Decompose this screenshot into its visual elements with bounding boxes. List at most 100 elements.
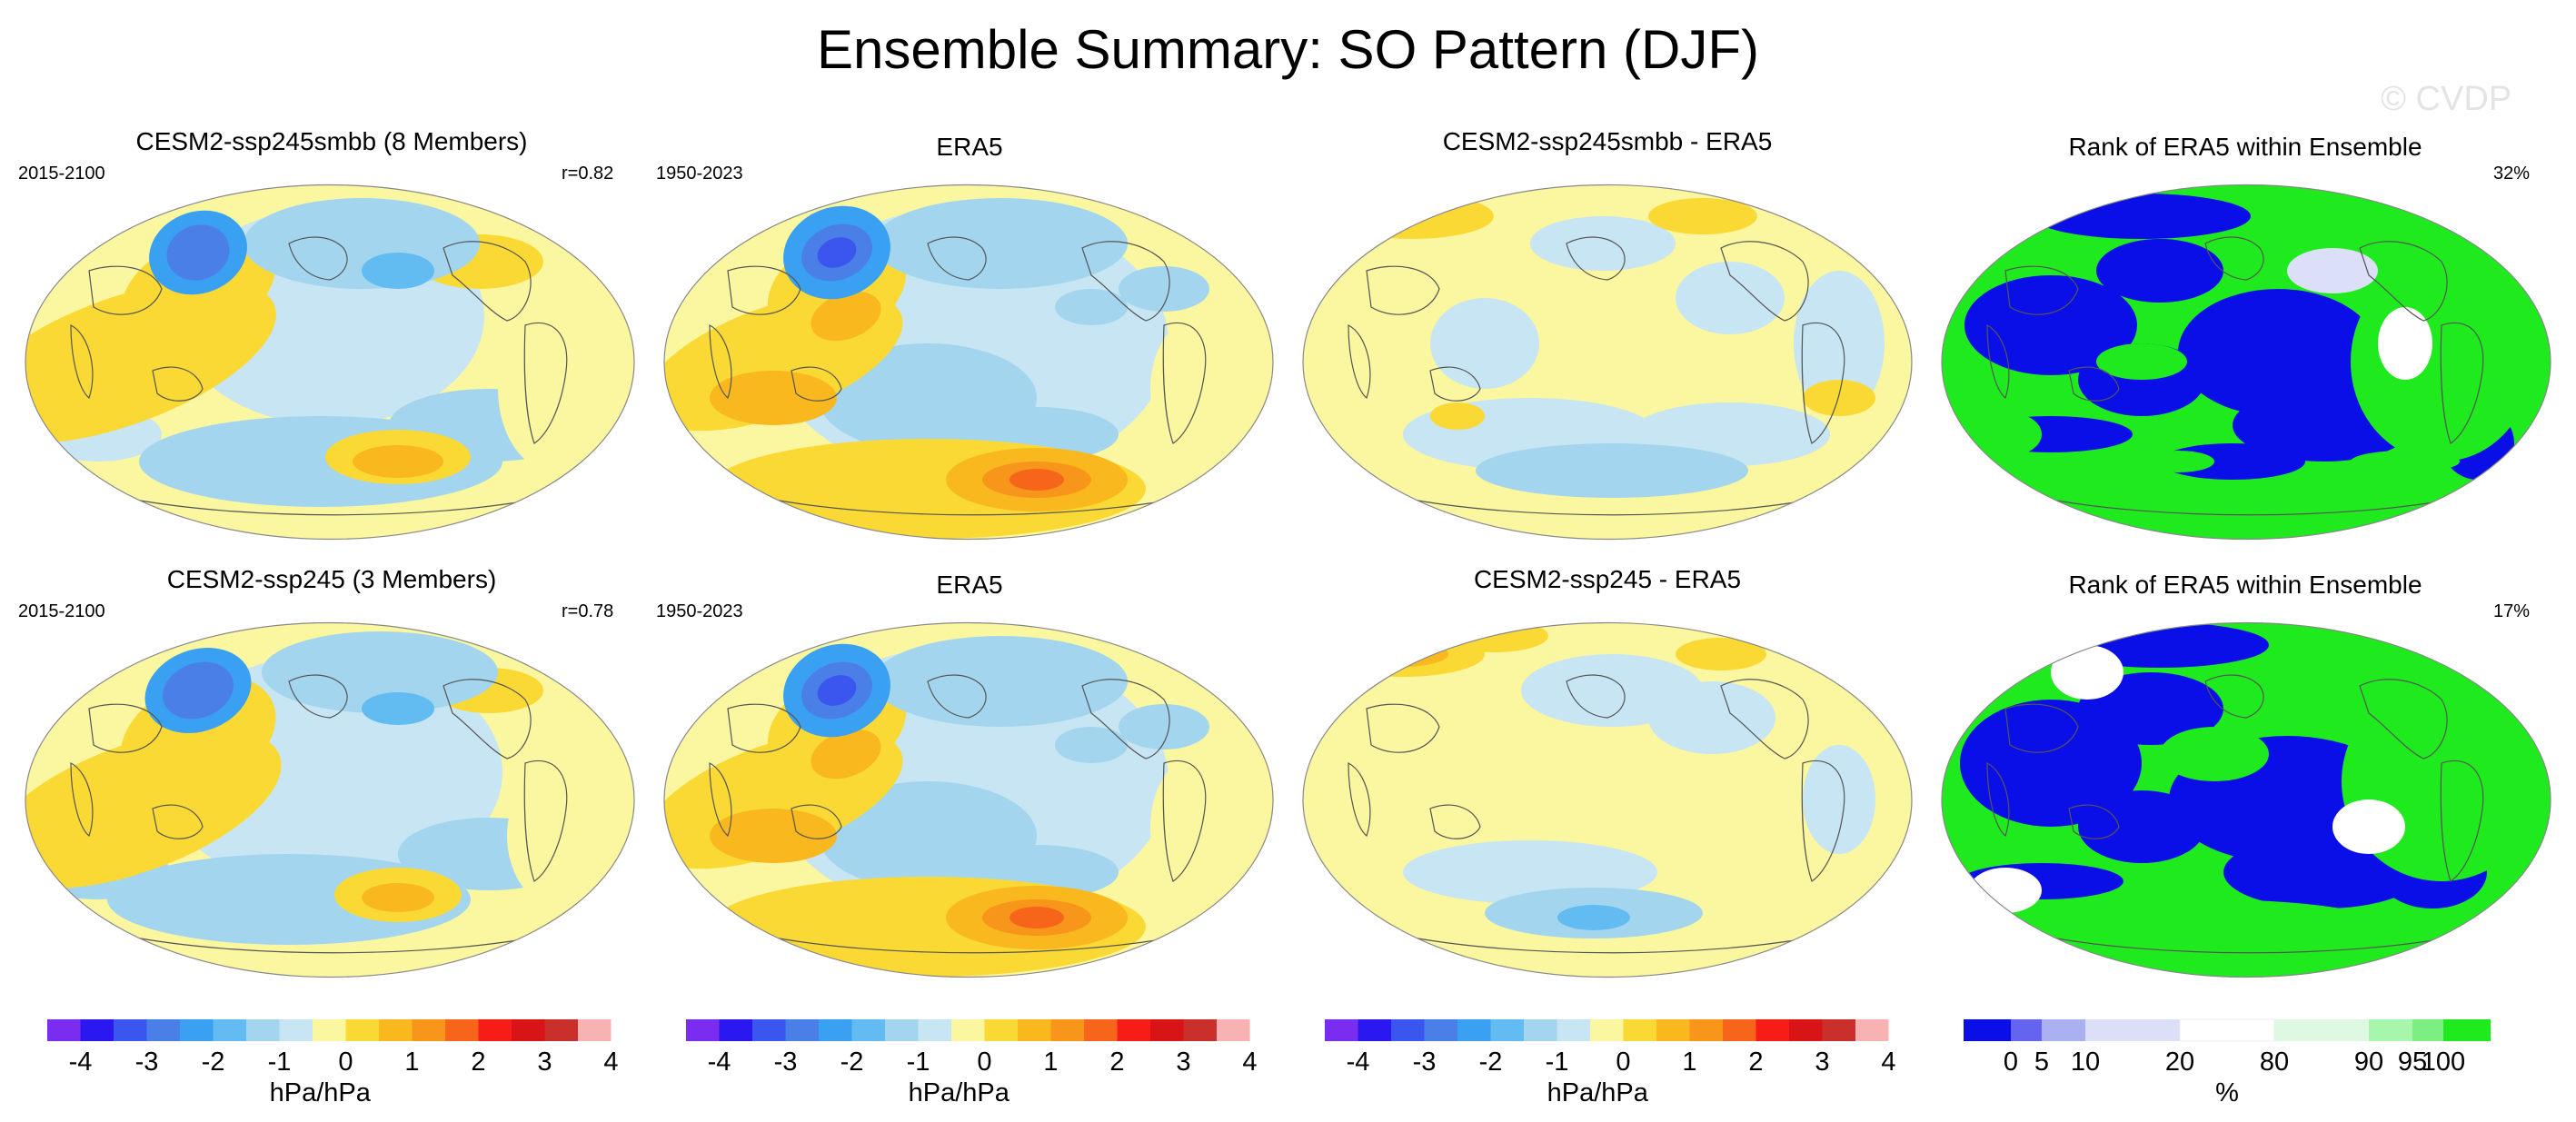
coastline: [2359, 241, 2448, 322]
colorbar-2: -4 -3 -2 -1 0 1 2 3 4 hPa/hPa: [686, 1019, 1258, 1107]
colorbar-swatch: [2443, 1019, 2491, 1041]
contour-region: [817, 237, 857, 268]
colorbar-tick-label: 2: [471, 1048, 485, 1077]
panel-title-r1c1: CESM2-ssp245smbb (8 Members): [135, 127, 528, 155]
coastline: [443, 241, 532, 322]
contour-region: [163, 661, 234, 720]
colorbar-swatch: [1018, 1019, 1051, 1041]
colorbar-tick-label: -4: [69, 1048, 93, 1077]
colorbar-swatch: [544, 1019, 578, 1041]
field-layer: [25, 622, 634, 978]
colorbar-tick-label: 95: [2398, 1048, 2427, 1077]
colorbar-swatch: [851, 1019, 885, 1041]
contour-region: [2423, 216, 2532, 289]
coastline: [1162, 760, 1207, 882]
coastline: [1566, 674, 1626, 719]
colorbar-tick-label: 0: [338, 1048, 353, 1077]
colorbar-swatch: [2042, 1019, 2085, 1041]
colorbar-swatch: [819, 1019, 852, 1041]
colorbar-swatch: [1183, 1019, 1217, 1041]
contour-region: [2078, 790, 2205, 863]
coastline: [2004, 703, 2079, 753]
colorbar-swatch: [1117, 1019, 1150, 1041]
map-outline: [1941, 621, 2551, 978]
colorbar-swatch: [885, 1019, 919, 1041]
coastline: [1162, 322, 1207, 444]
contour-region: [1010, 469, 1064, 491]
colorbar-swatch: [686, 1019, 720, 1041]
contour-region: [1964, 275, 2137, 375]
colorbar-swatch: [578, 1019, 612, 1041]
colorbar-swatch: [2011, 1019, 2042, 1041]
coastline: [927, 236, 987, 281]
field-layer: [1303, 622, 1912, 978]
coastline: [1366, 703, 1440, 753]
panel-title-r2c3: CESM2-ssp245 - ERA5: [1473, 565, 1742, 593]
map-panel-r1c1: [25, 184, 635, 541]
colorbar-tick-label: 4: [603, 1048, 618, 1077]
field-layer: [1942, 184, 2551, 540]
colorbar-swatch: [1689, 1019, 1723, 1041]
contour-region: [1964, 216, 2010, 289]
colorbar-swatch: [918, 1019, 951, 1041]
contour-region: [362, 692, 434, 725]
coastline: [1402, 497, 1822, 516]
field-layer: [664, 622, 1273, 978]
panel-title-r1c4: Rank of ERA5 within Ensemble: [2068, 133, 2422, 161]
contour-region: [2051, 645, 2123, 700]
coastline: [124, 497, 544, 516]
coastline: [1986, 762, 2010, 838]
colorbar-swatch: [1391, 1019, 1425, 1041]
contour-region: [1150, 316, 1250, 462]
contour-region: [1557, 905, 1630, 930]
contour-region: [811, 291, 881, 342]
coastline: [727, 703, 801, 753]
panel-corr-r2c1: r=0.78: [562, 601, 614, 621]
coastline: [763, 935, 1183, 954]
contour-region: [353, 445, 443, 478]
contour-region: [2414, 636, 2541, 709]
colorbar-swatch: [1822, 1019, 1855, 1041]
colorbar-tick-label: -4: [1347, 1048, 1370, 1077]
contour-region: [362, 883, 434, 912]
colorbar-tick-label: 2: [1748, 1048, 1763, 1077]
coastline: [288, 674, 348, 719]
map-outline: [663, 621, 1274, 978]
contour-region: [1119, 266, 1209, 312]
coastline: [709, 762, 732, 838]
contour-region: [2160, 727, 2269, 781]
map-panel-r2c4: [1941, 621, 2551, 978]
contour-region: [1303, 736, 1557, 845]
coastline: [70, 762, 94, 838]
field-layer: [1942, 622, 2551, 978]
colorbar-swatch: [1150, 1019, 1184, 1041]
coastline: [791, 804, 842, 839]
panel-period-r1c1: 2015-2100: [18, 164, 105, 184]
colorbar-swatch: [1623, 1019, 1656, 1041]
contour-region: [2033, 194, 2251, 239]
colorbar-swatch: [114, 1019, 147, 1041]
contour-region: [1803, 380, 1875, 416]
contour-region: [1648, 681, 1775, 754]
colorbar-tick-label: 20: [2165, 1048, 2194, 1077]
map-outline: [1941, 184, 2551, 541]
colorbar-swatch: [213, 1019, 246, 1041]
contour-region: [2287, 654, 2396, 709]
coastline: [1986, 324, 2010, 400]
coastline: [1566, 236, 1626, 281]
contour-region: [1010, 907, 1064, 928]
coastline: [1081, 679, 1170, 760]
colorbar-swatch: [951, 1019, 985, 1041]
colorbar-tick-label: -3: [135, 1048, 159, 1077]
colorbar-tick-label: -1: [1546, 1048, 1569, 1077]
contour-region: [719, 743, 828, 801]
colorbar-swatch: [1964, 1019, 2011, 1041]
colorbar-tick-label: 90: [2354, 1048, 2383, 1077]
figure-title: Ensemble Summary: SO Pattern (DJF): [817, 19, 1759, 80]
colorbar-swatch: [146, 1019, 180, 1041]
colorbar-swatch: [1217, 1019, 1250, 1041]
contour-region: [2142, 451, 2214, 472]
contour-region: [1430, 298, 1539, 389]
contour-region: [507, 763, 616, 909]
